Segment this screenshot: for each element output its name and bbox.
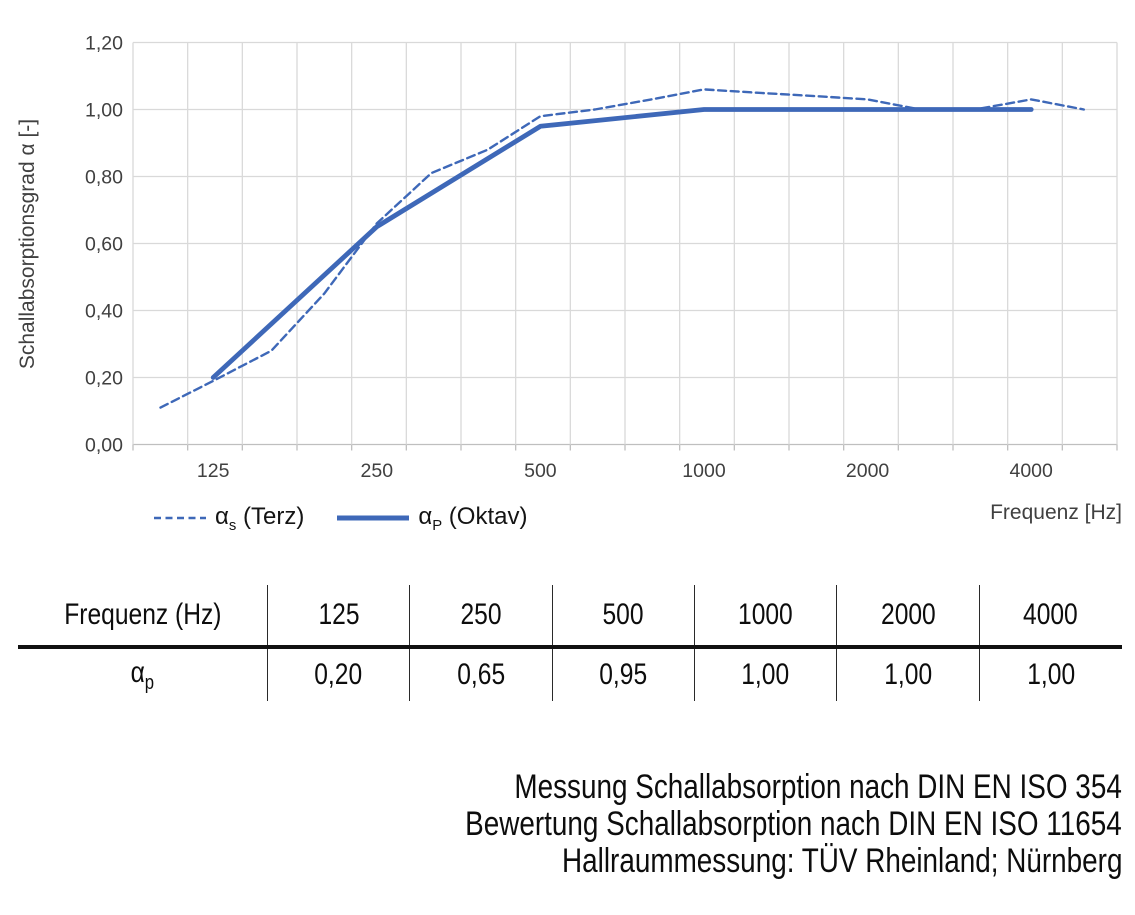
header-cell: 250 [410, 585, 553, 645]
y-tick-label: 1,20 [85, 33, 123, 55]
alpha-p-table: Frequenz (Hz) 125 250 500 1000 2000 4000… [18, 585, 1122, 701]
chart-legend: αs (Terz) αP (Oktav) [153, 503, 527, 534]
x-tick-label: 250 [361, 460, 394, 482]
series-lines [159, 88, 1086, 409]
solid-line-sample [337, 515, 410, 521]
note-line: Messung Schallabsorption nach DIN EN ISO… [514, 768, 1122, 806]
y-axis-title: Schallabsorptionsgrad α [-] [16, 118, 39, 370]
value-cell: 0,65 [410, 649, 553, 701]
note-line: Hallraummessung: TÜV Rheinland; Nürnberg [561, 842, 1122, 880]
x-tick-label: 4000 [1009, 460, 1053, 482]
header-cell: 1000 [695, 585, 838, 645]
value-cell: 1,00 [695, 649, 838, 701]
header-cell: 125 [268, 585, 411, 645]
x-tick-label: 125 [197, 460, 230, 482]
y-tick-label: 1,00 [85, 100, 123, 122]
x-tick-label: 1000 [682, 460, 726, 482]
header-cell: 2000 [837, 585, 980, 645]
value-cell: 1,00 [1026, 658, 1075, 691]
series-line-1 [210, 107, 1034, 380]
y-tick-label: 0,40 [85, 301, 123, 323]
absorption-line-chart: 0,00 0,20 0,40 0,60 0,80 1,00 1,20 125 250 500 100… [85, 33, 1118, 483]
series-line-0 [159, 88, 1086, 409]
table-header-row: Frequenz (Hz) 125 250 500 1000 2000 4000 [18, 585, 1122, 649]
header-cell: 4000 [1023, 598, 1079, 631]
header-cell: 500 [553, 585, 695, 645]
legend-label-alpha-p: αP (Oktav) [418, 503, 528, 534]
row-label-alpha-p: αp [18, 649, 268, 701]
note-line: Bewertung Schallabsorption nach DIN EN I… [465, 805, 1122, 843]
legend-item-alpha-p: αP (Oktav) [336, 503, 527, 534]
legend-item-alpha-s: αs (Terz) [153, 503, 304, 534]
value-cell: 0,95 [553, 649, 695, 701]
gridlines [132, 41, 1118, 446]
legend-label-alpha-s: αs (Terz) [215, 503, 305, 534]
x-tick-label: 2000 [846, 460, 890, 482]
measurement-notes: Messung Schallabsorption nach DIN EN ISO… [321, 769, 1122, 880]
y-tick-label: 0,00 [85, 435, 123, 457]
header-cell-frequency: Frequenz (Hz) [18, 585, 268, 645]
y-tick-label: 0,20 [85, 368, 123, 390]
y-tick-label: 0,60 [85, 234, 123, 256]
table-value-row: αp 0,20 0,65 0,95 1,00 1,00 1,00 [18, 649, 1122, 701]
x-axis-title: Frequenz [Hz] [990, 501, 1122, 524]
x-axis-ticks [132, 444, 1118, 451]
value-cell: 1,00 [837, 649, 980, 701]
value-cell: 0,20 [268, 649, 411, 701]
dashed-line-sample [154, 517, 206, 520]
x-tick-label: 500 [524, 460, 557, 482]
y-tick-label: 0,80 [85, 167, 123, 189]
axis-tick-labels: 0,00 0,20 0,40 0,60 0,80 1,00 1,20 125 250 500 100… [85, 33, 1053, 483]
